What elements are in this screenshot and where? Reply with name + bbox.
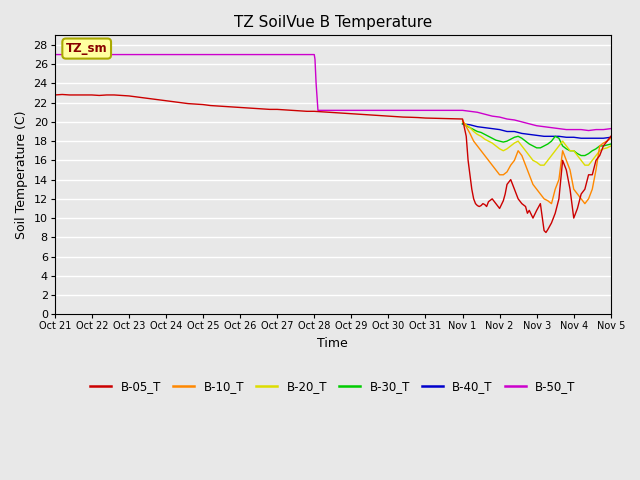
Legend: B-05_T, B-10_T, B-20_T, B-30_T, B-40_T, B-50_T: B-05_T, B-10_T, B-20_T, B-30_T, B-40_T, … <box>85 375 580 397</box>
X-axis label: Time: Time <box>317 337 348 350</box>
Title: TZ SoilVue B Temperature: TZ SoilVue B Temperature <box>234 15 432 30</box>
Text: TZ_sm: TZ_sm <box>66 42 108 55</box>
Y-axis label: Soil Temperature (C): Soil Temperature (C) <box>15 110 28 239</box>
